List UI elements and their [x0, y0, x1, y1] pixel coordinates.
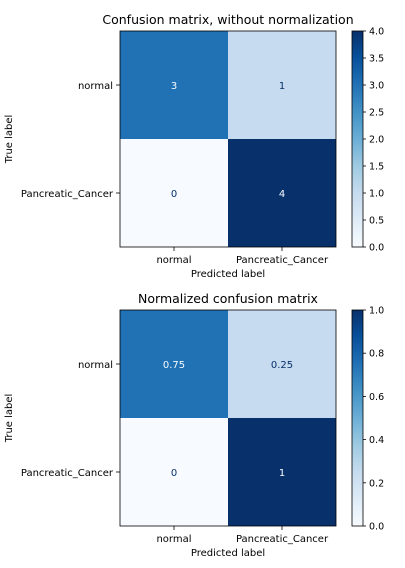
chart-1-cell-1-1 [228, 139, 336, 247]
chart-1-colorbar-tick-label-1: 0.5 [369, 216, 384, 227]
chart-1-colorbar: 0.0 0.5 1.0 1.5 2.0 2.5 3.0 3.5 4.0 [351, 27, 384, 254]
chart-1-colorbar-tick-label-7: 3.5 [369, 54, 384, 65]
chart-1: Confusion matrix, without normalization … [4, 12, 384, 280]
chart-1-colorbar-tick-label-0: 0.0 [369, 243, 384, 254]
chart-2-title: Normalized confusion matrix [138, 291, 318, 306]
chart-2-plot-frame [119, 309, 337, 527]
chart-1-colorbar-tick-label-3: 1.5 [369, 162, 384, 173]
chart-1-plot-frame [119, 30, 337, 248]
chart-2-x-tick-label-1: Pancreatic_Cancer [236, 534, 329, 545]
chart-2-colorbar-ticks: 0.0 0.2 0.4 0.6 0.8 1.0 [363, 306, 384, 533]
chart-1-colorbar-tick-label-6: 3.0 [369, 81, 384, 92]
chart-2-cell-labels: 0.75 0.25 0 1 [163, 360, 293, 479]
chart-2-cell-label-0-0: 0.75 [163, 360, 185, 371]
chart-1-x-tick-label-0: normal [156, 255, 191, 266]
chart-2-colorbar-tick-label-5: 1.0 [369, 306, 384, 317]
chart-2-cell-1-0 [120, 418, 228, 526]
chart-2-colorbar-tick-label-4: 0.8 [369, 349, 384, 360]
chart-1-y-tick-label-1: Pancreatic_Cancer [21, 189, 114, 200]
chart-1-title: Confusion matrix, without normalization [102, 12, 353, 27]
chart-2-y-tick-label-1: Pancreatic_Cancer [21, 468, 114, 479]
chart-1-cell-label-1-1: 4 [279, 189, 285, 200]
chart-1-x-tick-label-1: Pancreatic_Cancer [236, 255, 329, 266]
chart-2-cells [120, 310, 336, 526]
chart-2-colorbar: 0.0 0.2 0.4 0.6 0.8 1.0 [351, 306, 384, 533]
chart-2-y-ticks: normal Pancreatic_Cancer [21, 360, 120, 479]
chart-2-x-axis-label: Predicted label [191, 548, 265, 559]
chart-2-y-axis-label: True label [4, 394, 15, 444]
chart-1-colorbar-tick-label-2: 1.0 [369, 189, 384, 200]
chart-2-x-ticks: normal Pancreatic_Cancer [156, 526, 329, 545]
chart-1-y-tick-label-0: normal [78, 81, 113, 92]
chart-1-colorbar-tick-label-4: 2.0 [369, 135, 384, 146]
chart-2-colorbar-gradient [351, 309, 364, 527]
chart-1-cell-label-0-0: 3 [171, 81, 177, 92]
chart-2-colorbar-tick-label-0: 0.0 [369, 522, 384, 533]
chart-1-colorbar-gradient [351, 30, 364, 248]
chart-1-y-axis-label: True label [4, 115, 15, 165]
chart-2-x-tick-label-0: normal [156, 534, 191, 545]
chart-1-cell-labels: 3 1 0 4 [171, 81, 285, 200]
chart-1-colorbar-tick-label-8: 4.0 [369, 27, 384, 38]
chart-2-cell-label-1-0: 0 [171, 468, 177, 479]
chart-1-cell-label-0-1: 1 [279, 81, 285, 92]
chart-1-cell-0-0 [120, 31, 228, 139]
chart-2-cell-label-1-1: 1 [279, 468, 285, 479]
chart-1-colorbar-ticks: 0.0 0.5 1.0 1.5 2.0 2.5 3.0 3.5 4.0 [363, 27, 384, 254]
chart-2-colorbar-tick-label-1: 0.2 [369, 478, 384, 489]
chart-2-colorbar-tick-label-3: 0.6 [369, 392, 384, 403]
chart-1-colorbar-tick-label-5: 2.5 [369, 108, 384, 119]
chart-1-y-ticks: normal Pancreatic_Cancer [21, 81, 120, 200]
chart-1-cell-label-1-0: 0 [171, 189, 177, 200]
chart-2: Normalized confusion matrix 0.75 0.25 0 1 n… [4, 291, 384, 559]
chart-1-x-ticks: normal Pancreatic_Cancer [156, 247, 329, 266]
chart-1-cell-1-0 [120, 139, 228, 247]
chart-2-cell-label-0-1: 0.25 [271, 360, 293, 371]
chart-2-colorbar-tick-label-2: 0.4 [369, 435, 384, 446]
chart-2-cell-1-1 [228, 418, 336, 526]
chart-1-cell-0-1 [228, 31, 336, 139]
chart-2-cell-0-1 [228, 310, 336, 418]
chart-1-x-axis-label: Predicted label [191, 269, 265, 280]
chart-2-y-tick-label-0: normal [78, 360, 113, 371]
chart-1-cells [120, 31, 336, 247]
chart-2-cell-0-0 [120, 310, 228, 418]
